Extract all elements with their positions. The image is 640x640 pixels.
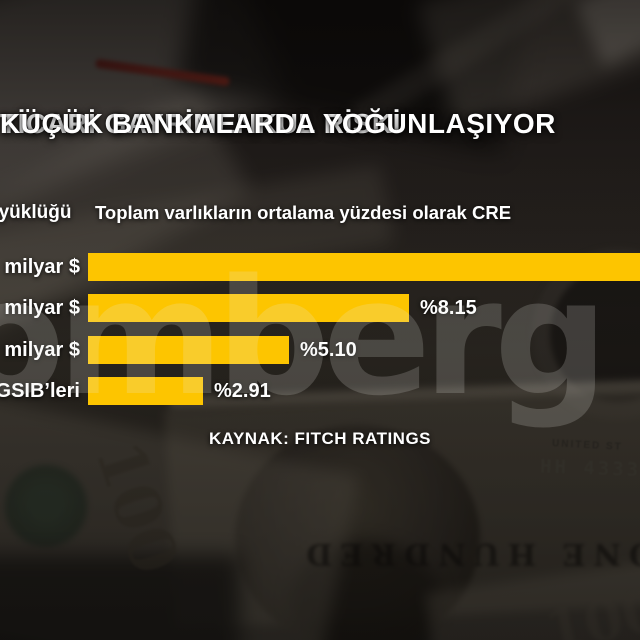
bar-value-label: %2.91 <box>214 380 271 402</box>
bar-row: GSIB’leri %2.91 <box>0 377 640 405</box>
chart-subtitle: Toplam varlıkların ortalama yüzdesi olar… <box>94 202 512 223</box>
bar <box>88 377 203 405</box>
bar-value-label: %5.10 <box>300 339 357 361</box>
bar-row-label: milyar $ <box>4 256 80 278</box>
bar-row-label: milyar $ <box>4 297 80 319</box>
bar-row: milyar $ <box>0 253 640 281</box>
bar-value-label: %8.15 <box>420 297 477 319</box>
row-axis-header: üyüklüğü <box>0 202 72 223</box>
bar-row-label: GSIB’leri <box>0 380 80 402</box>
bar-row: milyar $ %8.15 <box>0 294 640 322</box>
bar-row: milyar $ %5.10 <box>0 336 640 364</box>
bar <box>88 253 640 281</box>
bar-row-label: milyar $ <box>4 339 80 361</box>
chart-title-line1: TİCARİ GAYRİMENKUL RİSKİ <box>0 108 401 139</box>
bar <box>88 336 289 364</box>
bar <box>88 294 409 322</box>
source-credit: KAYNAK: FITCH RATINGS <box>208 429 432 448</box>
chart-title-line2: KÜÇÜK BANKALARDA YOĞUNLAŞIYOR <box>0 108 556 139</box>
